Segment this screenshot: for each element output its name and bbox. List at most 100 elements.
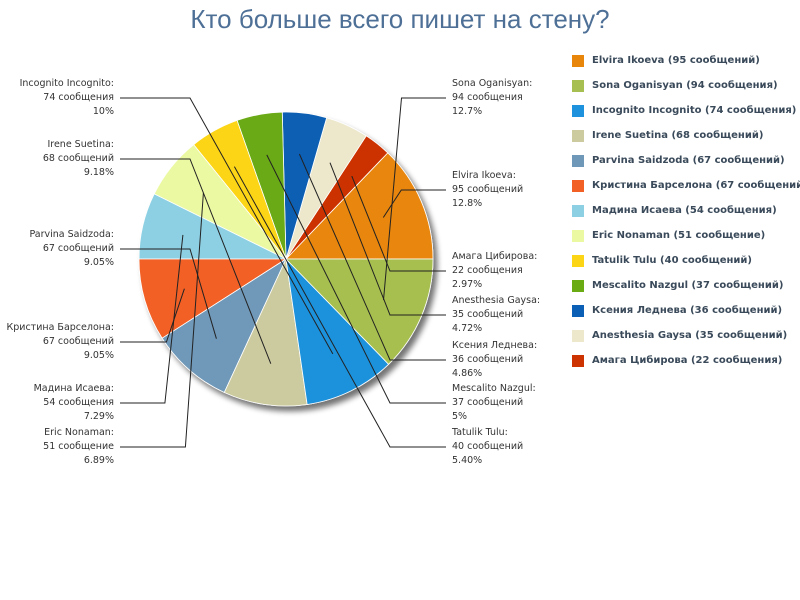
legend-item-sona-oganisyan[interactable]: Sona Oganisyan (94 сообщения) — [572, 77, 798, 102]
legend-item-tatulik-tulu[interactable]: Tatulik Tulu (40 сообщений) — [572, 252, 798, 277]
legend-item-eric-nonaman[interactable]: Eric Nonaman (51 сообщение) — [572, 227, 798, 252]
slice-label-percent-anesthesia-gaysa: 4.72% — [452, 323, 482, 334]
legend-label: Sona Oganisyan (94 сообщения) — [592, 80, 778, 91]
slice-label-percent-амага-цибирова: 2.97% — [452, 279, 482, 290]
slice-label-percent-sona-oganisyan: 12.7% — [452, 106, 482, 117]
slice-label-count-tatulik-tulu: 40 сообщений — [452, 441, 523, 452]
legend-label: Амага Цибирова (22 сообщения) — [592, 355, 783, 366]
leader-line-sona-oganisyan — [383, 97, 446, 301]
leader-line-амага-цибирова — [351, 175, 446, 272]
pie-slice-parvina-saidzoda[interactable] — [161, 257, 287, 393]
slice-label-count-anesthesia-gaysa: 35 сообщений — [452, 309, 523, 320]
pie-slice-incognito-incognito[interactable] — [285, 257, 390, 405]
legend-item-кристина-барселона[interactable]: Кристина Барселона (67 сообщений) — [572, 177, 800, 202]
pie-slice-кристина-барселона[interactable] — [138, 258, 288, 339]
leader-line-incognito-incognito — [120, 97, 334, 355]
slice-label-name-sona-oganisyan: Sona Oganisyan: — [452, 78, 532, 89]
legend-swatch — [572, 80, 584, 92]
slice-label-count-eric-nonaman: 51 сообщение — [43, 441, 114, 452]
slice-label-percent-mescalito-nazgul: 5% — [452, 411, 467, 422]
legend-swatch — [572, 230, 584, 242]
legend-swatch — [572, 255, 584, 267]
legend-label: Кристина Барселона (67 сообщений) — [592, 180, 800, 191]
leader-line-ксения-леднева — [298, 153, 446, 361]
leader-line-tatulik-tulu — [233, 166, 446, 448]
slice-label-percent-ксения-леднева: 4.86% — [452, 368, 482, 379]
slice-label-percent-tatulik-tulu: 5.40% — [452, 455, 482, 466]
pie-body — [138, 111, 434, 407]
slice-label-count-incognito-incognito: 74 сообщения — [43, 92, 114, 103]
slice-label-name-irene-suetina: Irene Suetina: — [47, 139, 114, 150]
leader-line-мадина-исаева — [120, 234, 184, 404]
leader-line-кристина-барселона — [120, 288, 185, 343]
legend-item-anesthesia-gaysa[interactable]: Anesthesia Gaysa (35 сообщений) — [572, 327, 798, 352]
legend-item-ксения-леднева[interactable]: Ксения Леднева (36 сообщений) — [572, 302, 798, 327]
legend-label: Mescalito Nazgul (37 сообщений) — [592, 280, 784, 291]
legend-item-parvina-saidzoda[interactable]: Parvina Saidzoda (67 сообщений) — [572, 152, 798, 177]
leader-line-eric-nonaman — [120, 192, 204, 448]
slice-label-name-eric-nonaman: Eric Nonaman: — [44, 427, 114, 438]
legend-swatch — [572, 205, 584, 217]
slice-label-name-anesthesia-gaysa: Anesthesia Gaysa: — [452, 295, 540, 306]
pie-slice-elvira-ikoeva[interactable] — [285, 152, 434, 260]
pie-slice-irene-suetina[interactable] — [223, 257, 308, 407]
legend: Elvira Ikoeva (95 сообщений) Sona Oganisy… — [572, 52, 800, 377]
slice-label-percent-incognito-incognito: 10% — [93, 106, 114, 117]
slice-label-count-irene-suetina: 68 сообщений — [43, 153, 114, 164]
legend-label: Elvira Ikoeva (95 сообщений) — [592, 55, 760, 66]
slice-label-count-кристина-барселона: 67 сообщений — [43, 336, 114, 347]
legend-item-irene-suetina[interactable]: Irene Suetina (68 сообщений) — [572, 127, 798, 152]
legend-label: Irene Suetina (68 сообщений) — [592, 130, 764, 141]
slice-label-percent-eric-nonaman: 6.89% — [84, 455, 114, 466]
legend-label: Incognito Incognito (74 сообщения) — [592, 105, 797, 116]
leader-line-mescalito-nazgul — [266, 154, 446, 404]
leader-line-elvira-ikoeva — [382, 189, 446, 218]
slice-label-name-tatulik-tulu: Tatulik Tulu: — [451, 427, 508, 438]
slice-label-name-ксения-леднева: Ксения Леднева: — [452, 340, 537, 351]
slice-label-name-мадина-исаева: Мадина Исаева: — [34, 383, 114, 394]
slice-label-percent-parvina-saidzoda: 9.05% — [84, 257, 114, 268]
legend-item-incognito-incognito[interactable]: Incognito Incognito (74 сообщения) — [572, 102, 798, 127]
slice-label-percent-elvira-ikoeva: 12.8% — [452, 198, 482, 209]
slice-label-name-elvira-ikoeva: Elvira Ikoeva: — [452, 170, 516, 181]
slice-label-count-мадина-исаева: 54 сообщения — [43, 397, 114, 408]
legend-label: Ксения Леднева (36 сообщений) — [592, 305, 783, 316]
slice-label-name-incognito-incognito: Incognito Incognito: — [20, 78, 114, 89]
legend-swatch — [572, 355, 584, 367]
legend-label: Мадина Исаева (54 сообщения) — [592, 205, 777, 216]
legend-label: Parvina Saidzoda (67 сообщений) — [592, 155, 785, 166]
slice-label-count-elvira-ikoeva: 95 сообщений — [452, 184, 523, 195]
legend-swatch — [572, 330, 584, 342]
leader-line-anesthesia-gaysa — [329, 162, 446, 316]
legend-swatch — [572, 105, 584, 117]
slice-label-count-sona-oganisyan: 94 сообщения — [452, 92, 523, 103]
legend-swatch — [572, 130, 584, 142]
leader-line-irene-suetina — [120, 158, 272, 364]
legend-item-амага-цибирова[interactable]: Амага Цибирова (22 сообщения) — [572, 352, 798, 377]
slice-label-percent-irene-suetina: 9.18% — [84, 167, 114, 178]
legend-swatch — [572, 280, 584, 292]
legend-item-elvira-ikoeva[interactable]: Elvira Ikoeva (95 сообщений) — [572, 52, 798, 77]
chart-title: Кто больше всего пишет на стену? — [190, 4, 610, 34]
slice-label-name-кристина-барселона: Кристина Барселона: — [7, 322, 115, 333]
slice-label-name-parvina-saidzoda: Parvina Saidzoda: — [29, 229, 114, 240]
slice-label-percent-мадина-исаева: 7.29% — [84, 411, 114, 422]
slice-label-count-ксения-леднева: 36 сообщений — [452, 354, 523, 365]
legend-swatch — [572, 55, 584, 67]
legend-label: Eric Nonaman (51 сообщение) — [592, 230, 766, 241]
slice-label-name-mescalito-nazgul: Mescalito Nazgul: — [452, 383, 536, 394]
legend-label: Tatulik Tulu (40 сообщений) — [592, 255, 752, 266]
slice-labels: Elvira Ikoeva: 95 сообщений 12.8% Амага Циб… — [7, 78, 541, 466]
legend-swatch — [572, 305, 584, 317]
legend-swatch — [572, 180, 584, 192]
slice-label-count-mescalito-nazgul: 37 сообщений — [452, 397, 523, 408]
legend-swatch — [572, 155, 584, 167]
pie-slices — [138, 111, 434, 407]
legend-item-mescalito-nazgul[interactable]: Mescalito Nazgul (37 сообщений) — [572, 277, 798, 302]
leader-line-parvina-saidzoda — [120, 248, 217, 339]
legend-item-мадина-исаева[interactable]: Мадина Исаева (54 сообщения) — [572, 202, 798, 227]
slice-label-name-амага-цибирова: Амага Цибирова: — [452, 251, 537, 262]
slice-label-count-амага-цибирова: 22 сообщения — [452, 265, 523, 276]
